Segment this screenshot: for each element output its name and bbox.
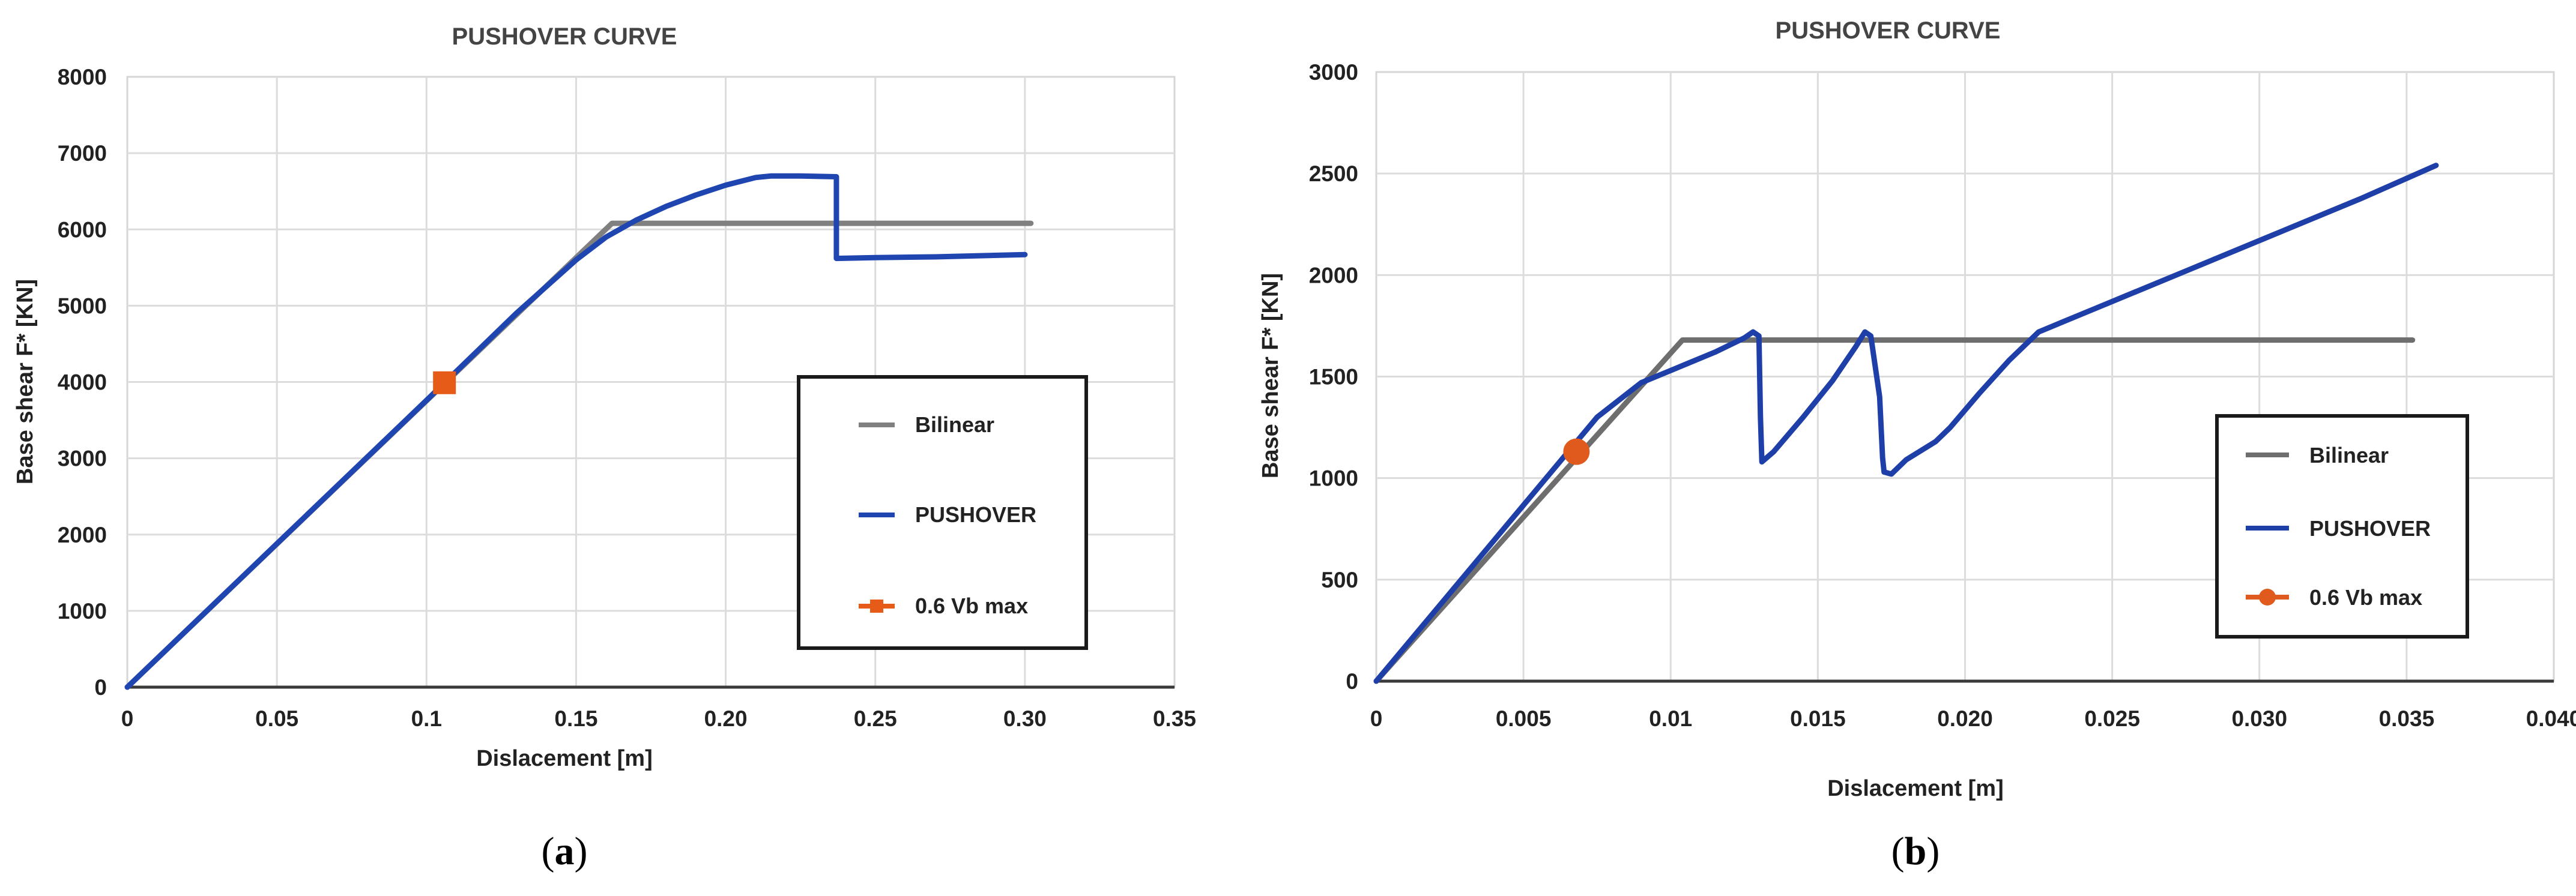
chart-b-tick-labels: 0 0.005 0.01 0.015 0.020 0.025 0.030 0.035 0.040…	[1309, 60, 2576, 731]
chart-b: PUSHOVER CURVE 0 0.005 0.01 0.015 0.020 0.025…	[1258, 17, 2576, 873]
chart-a-legend: Bilinear PUSHOVER 0.6 Vb max	[797, 375, 1088, 650]
chart-b-y-tick-label: 1500	[1309, 365, 1358, 389]
chart-a-y-axis-label: Base shear F* [KN]	[13, 279, 38, 484]
chart-b-legend-item-pushover: PUSHOVER	[2246, 516, 2431, 541]
chart-a-x-tick-label: 0.35	[1153, 706, 1196, 731]
chart-b-legend-item-bilinear: Bilinear	[2246, 443, 2389, 468]
chart-a-y-tick-label: 4000	[58, 370, 107, 395]
chart-b-series	[1373, 163, 2439, 684]
chart-a-y-tick-label: 5000	[58, 293, 107, 318]
chart-b-legend-label-pushover: PUSHOVER	[2309, 516, 2431, 541]
chart-b-x-tick-label: 0.020	[1937, 706, 1993, 731]
chart-b-x-tick-label: 0.01	[1649, 706, 1692, 731]
chart-b-legend-item-0-6-vb-max: 0.6 Vb max	[2246, 585, 2422, 610]
chart-a-x-tick-label: 0.1	[411, 706, 442, 731]
chart-b-legend-label-bilinear: Bilinear	[2309, 443, 2389, 468]
chart-b-x-tick-label: 0.015	[1790, 706, 1846, 731]
chart-a-legend-label-pushover: PUSHOVER	[915, 502, 1036, 527]
chart-b-series-bilinear-line	[1373, 337, 2416, 684]
chart-a-y-tick-label: 6000	[58, 217, 107, 242]
chart-a-caption: (a)	[542, 829, 588, 873]
chart-b-x-axis-label: Dislacement [m]	[1827, 776, 2004, 801]
chart-a-tick-labels: 0 0.05 0.1 0.15 0.20 0.25 0.30 0.35 0 1000 2000 300…	[58, 65, 1196, 731]
chart-b-y-tick-label: 2500	[1309, 161, 1358, 186]
chart-a-y-tick-label: 0	[94, 675, 107, 700]
chart-a-legend-item-0-6-vb-max: 0.6 Vb max	[859, 594, 1028, 618]
chart-b-x-tick-label: 0.040	[2526, 706, 2576, 731]
chart-b-caption: (b)	[1891, 829, 1940, 873]
chart-a-legend-label-bilinear: Bilinear	[915, 412, 994, 437]
chart-b-y-tick-label: 1000	[1309, 466, 1358, 491]
chart-b-y-tick-label: 500	[1321, 568, 1358, 592]
chart-a-y-tick-label: 8000	[58, 65, 107, 89]
chart-b-caption-letter: b	[1905, 829, 1927, 873]
chart-a-x-tick-label: 0	[121, 706, 134, 731]
chart-b-x-tick-label: 0.025	[2084, 706, 2140, 731]
chart-b-y-tick-label: 2000	[1309, 263, 1358, 287]
chart-a-legend-box	[797, 375, 1088, 650]
chart-b-legend-swatch-marker-0-6-vb-max	[2259, 589, 2276, 606]
chart-a-series-0-6-vb-max-point	[433, 371, 456, 394]
chart-a-x-tick-label: 0.25	[854, 706, 897, 731]
chart-a: PUSHOVER CURVE 0 0.05 0.1 0.15 0.20 0.25 0.30 0…	[13, 23, 1196, 873]
chart-a-x-tick-label: 0.20	[704, 706, 748, 731]
chart-a-legend-item-bilinear: Bilinear	[859, 412, 994, 437]
chart-a-y-tick-label: 2000	[58, 523, 107, 547]
chart-b-x-tick-label: 0	[1370, 706, 1383, 731]
chart-b-title: PUSHOVER CURVE	[1776, 17, 2001, 44]
chart-b-y-tick-label: 0	[1346, 669, 1358, 694]
chart-b-series-0-6-vb-max-point	[1563, 438, 1590, 465]
chart-a-x-axis-label: Dislacement [m]	[476, 746, 653, 771]
chart-b-legend: Bilinear PUSHOVER 0.6 Vb max	[2215, 414, 2469, 639]
chart-b-x-tick-label: 0.030	[2231, 706, 2287, 731]
chart-a-caption-letter: a	[555, 829, 575, 873]
chart-b-series-pushover-line	[1373, 163, 2439, 684]
chart-a-series-pushover-line	[124, 173, 1028, 690]
chart-a-legend-item-pushover: PUSHOVER	[859, 502, 1036, 527]
chart-a-x-tick-label: 0.05	[255, 706, 298, 731]
chart-a-y-tick-label: 3000	[58, 446, 107, 471]
chart-b-x-tick-label: 0.005	[1496, 706, 1552, 731]
chart-a-series	[124, 173, 1034, 690]
chart-a-y-tick-label: 7000	[58, 141, 107, 166]
chart-b-y-tick-label: 3000	[1309, 60, 1358, 85]
chart-a-y-tick-label: 1000	[58, 599, 107, 624]
chart-a-legend-label-0-6-vb-max: 0.6 Vb max	[915, 594, 1028, 618]
chart-b-x-tick-label: 0.035	[2379, 706, 2435, 731]
chart-b-legend-label-0-6-vb-max: 0.6 Vb max	[2309, 585, 2422, 610]
chart-a-title: PUSHOVER CURVE	[452, 23, 677, 50]
chart-a-legend-swatch-marker-0-6-vb-max	[870, 600, 883, 613]
chart-b-y-axis-label: Base shear F* [KN]	[1258, 273, 1283, 478]
chart-a-x-tick-label: 0.15	[554, 706, 597, 731]
chart-a-x-tick-label: 0.30	[1003, 706, 1047, 731]
